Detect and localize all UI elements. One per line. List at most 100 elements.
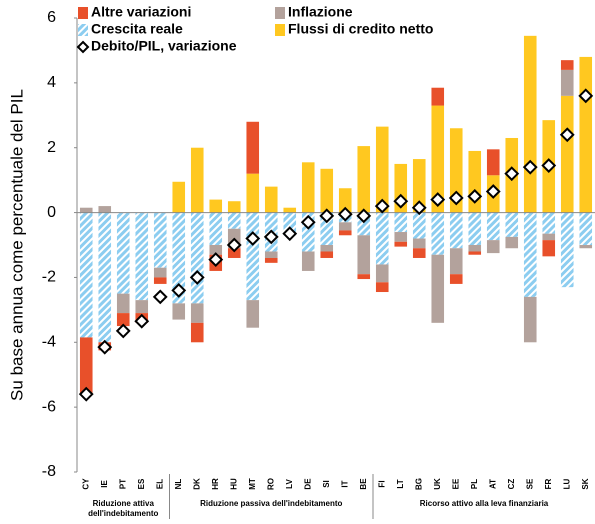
marker <box>559 127 575 143</box>
legend-label: Altre variazioni <box>91 4 191 20</box>
bar-segment <box>542 212 556 234</box>
marker <box>171 282 187 298</box>
marker <box>448 190 464 206</box>
x-tick-label: LV <box>285 479 294 489</box>
x-tick-label: BG <box>414 478 423 490</box>
bar-segment <box>468 251 482 255</box>
legend-swatch <box>275 24 285 36</box>
x-tick-label: FR <box>544 478 553 489</box>
y-tick-label: -6 <box>42 398 56 415</box>
bar-segment <box>98 206 112 213</box>
bar-segment <box>264 251 278 258</box>
bar-segment <box>172 181 186 213</box>
bar-segment <box>79 207 93 213</box>
marker <box>467 188 483 204</box>
x-tick-label: IT <box>340 480 349 487</box>
bar-segment <box>116 293 130 314</box>
bar-segment <box>431 212 445 255</box>
bar-segment <box>357 146 371 213</box>
marker <box>356 208 372 224</box>
marker <box>300 214 316 230</box>
bar-segment <box>301 162 315 213</box>
bar-segment <box>246 212 260 301</box>
bar-segment <box>431 87 445 106</box>
x-tick-label: IE <box>100 480 109 488</box>
marker <box>208 252 224 268</box>
y-tick-label: 0 <box>47 204 56 221</box>
bar-segment <box>431 105 445 213</box>
y-tick-label: -8 <box>42 463 56 480</box>
legend-label: Debito/PIL, variazione <box>91 38 237 54</box>
legend-label: Flussi di credito netto <box>288 21 433 37</box>
bar-segment <box>542 233 556 241</box>
marker <box>134 313 150 329</box>
marker <box>319 208 335 224</box>
bar-segment <box>135 300 149 314</box>
group-label: dell'indebitamento <box>88 509 158 518</box>
bar-segment <box>135 212 149 301</box>
marker <box>189 270 205 285</box>
bar-segment <box>338 222 352 231</box>
marker <box>337 206 353 222</box>
marker <box>152 289 168 305</box>
bar-segment <box>338 188 352 213</box>
bar-segment <box>338 230 352 236</box>
y-axis-label: Su base annua come percentuale del PIL <box>7 89 26 401</box>
x-tick-label: CY <box>81 478 90 490</box>
x-tick-label: HU <box>229 478 238 490</box>
x-tick-label: PT <box>118 479 127 489</box>
bar-segment <box>375 126 389 213</box>
legend-marker <box>76 40 90 54</box>
marker <box>115 323 131 339</box>
x-tick-label: DK <box>192 478 201 490</box>
bar-segment <box>449 212 463 249</box>
bar-segment <box>523 296 537 343</box>
marker <box>245 231 261 246</box>
x-tick-label: NL <box>174 479 183 490</box>
bar-segment <box>301 251 315 271</box>
bar-segment <box>449 274 463 284</box>
bar-segment <box>542 240 556 257</box>
marker <box>374 198 390 214</box>
bar-segment <box>486 212 500 241</box>
bar-segment <box>579 245 593 249</box>
bar-segment <box>449 248 463 275</box>
bar-segment <box>246 173 260 213</box>
x-tick-label: LT <box>396 479 405 488</box>
bar-segment <box>375 282 389 293</box>
legend-label: Crescita reale <box>91 21 183 37</box>
bar-segment <box>190 303 204 323</box>
group-label: Riduzione passiva dell'indebitamento <box>200 499 342 508</box>
marker <box>504 166 520 182</box>
bar-segment <box>190 147 204 213</box>
x-tick-label: PL <box>470 479 479 489</box>
bar-segment <box>320 212 334 245</box>
bar-segment <box>320 245 334 252</box>
bar-segment <box>79 337 93 395</box>
x-tick-label: UK <box>433 478 442 490</box>
bar-segment <box>246 300 260 328</box>
marker <box>226 237 242 253</box>
x-tick-label: EE <box>451 478 460 489</box>
y-tick-label: 2 <box>47 139 56 156</box>
bar-segment <box>153 212 167 268</box>
bar-segment <box>560 69 574 96</box>
marker <box>97 339 113 355</box>
bar-segment <box>394 212 408 233</box>
marker <box>522 159 538 175</box>
x-tick-label: DE <box>303 478 312 490</box>
marker <box>578 88 594 104</box>
bar-segment <box>227 201 241 213</box>
bar-segment <box>560 212 574 288</box>
bar-segment <box>209 212 223 245</box>
bar-segment <box>486 240 500 254</box>
bar-segment <box>505 236 519 249</box>
bar-segment <box>320 251 334 258</box>
marker <box>78 386 94 402</box>
x-tick-label: AT <box>488 479 497 489</box>
marker <box>430 192 446 208</box>
bar-segment <box>79 212 93 338</box>
bar-segment <box>523 212 537 297</box>
bar-segment <box>468 245 482 252</box>
bar-segment <box>264 186 278 213</box>
